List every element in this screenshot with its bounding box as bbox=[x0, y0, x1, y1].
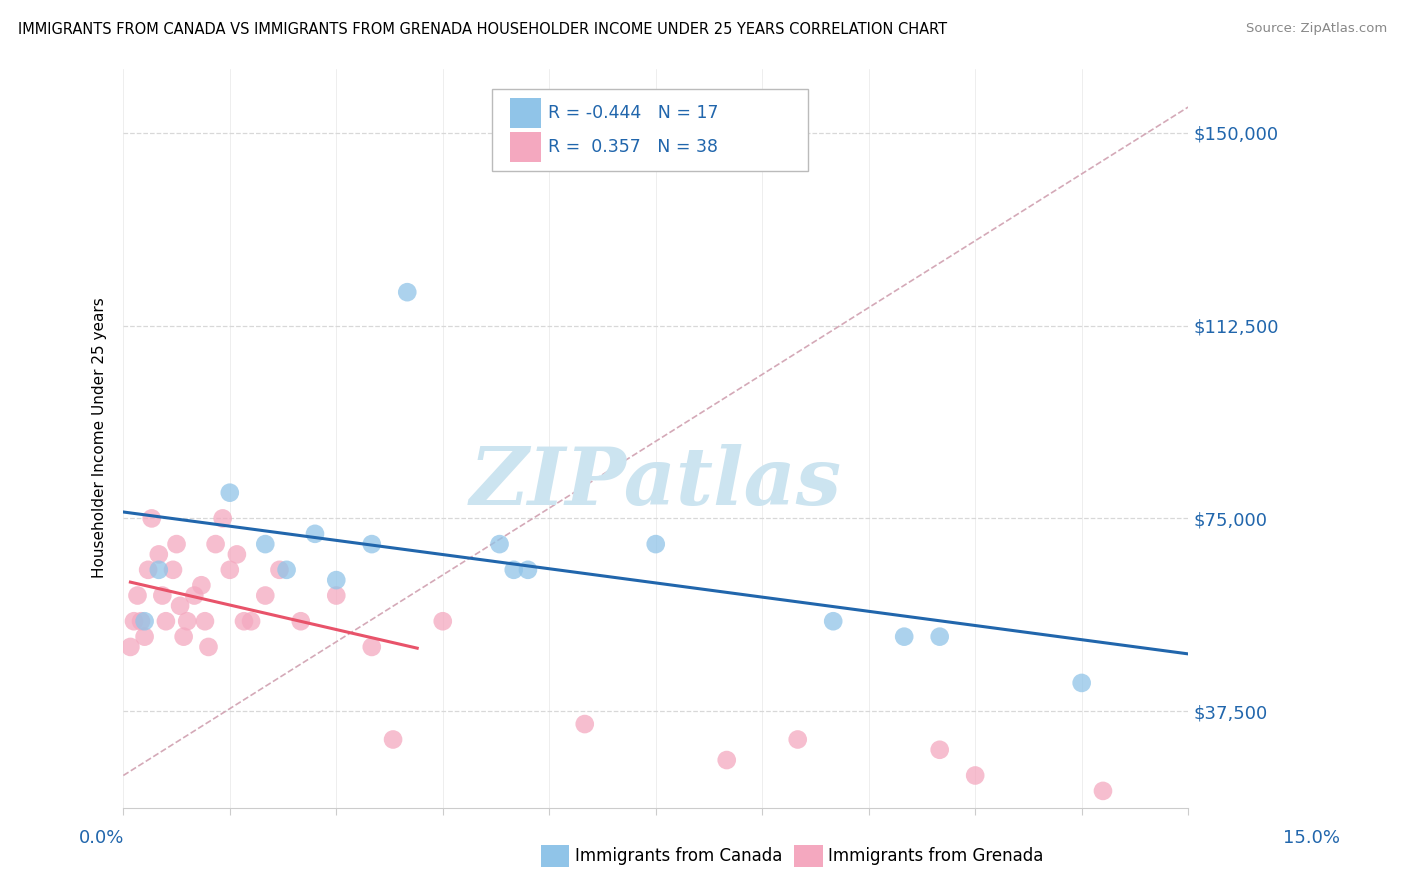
Point bbox=[173, 630, 195, 644]
Point bbox=[574, 717, 596, 731]
Point bbox=[516, 563, 538, 577]
Point bbox=[148, 563, 170, 577]
Point bbox=[716, 753, 738, 767]
Point bbox=[786, 732, 808, 747]
Point bbox=[129, 614, 152, 628]
Point bbox=[197, 640, 219, 654]
Point bbox=[120, 640, 142, 654]
Point bbox=[211, 511, 233, 525]
Point bbox=[290, 614, 312, 628]
Point bbox=[432, 614, 454, 628]
Text: Immigrants from Canada: Immigrants from Canada bbox=[575, 847, 782, 865]
Point bbox=[136, 563, 159, 577]
Point bbox=[325, 573, 347, 587]
Point bbox=[148, 548, 170, 562]
Point bbox=[360, 640, 382, 654]
Point bbox=[122, 614, 145, 628]
Point bbox=[893, 630, 915, 644]
Point bbox=[134, 630, 156, 644]
Point bbox=[644, 537, 666, 551]
Text: R = -0.444   N = 17: R = -0.444 N = 17 bbox=[548, 104, 718, 122]
Point bbox=[928, 630, 950, 644]
Point bbox=[1070, 676, 1092, 690]
Text: R =  0.357   N = 38: R = 0.357 N = 38 bbox=[548, 138, 718, 156]
Text: IMMIGRANTS FROM CANADA VS IMMIGRANTS FROM GRENADA HOUSEHOLDER INCOME UNDER 25 YE: IMMIGRANTS FROM CANADA VS IMMIGRANTS FRO… bbox=[18, 22, 948, 37]
Y-axis label: Householder Income Under 25 years: Householder Income Under 25 years bbox=[93, 298, 107, 578]
Point bbox=[325, 589, 347, 603]
Point bbox=[233, 614, 256, 628]
Point bbox=[360, 537, 382, 551]
Point bbox=[194, 614, 217, 628]
Point bbox=[176, 614, 198, 628]
Point bbox=[218, 563, 240, 577]
Point bbox=[150, 589, 173, 603]
Point bbox=[254, 589, 277, 603]
Point bbox=[225, 548, 247, 562]
Point bbox=[269, 563, 291, 577]
Text: ZIPatlas: ZIPatlas bbox=[470, 443, 842, 521]
Point bbox=[240, 614, 263, 628]
Point bbox=[254, 537, 277, 551]
Point bbox=[1091, 784, 1114, 798]
Point bbox=[183, 589, 205, 603]
Point bbox=[155, 614, 177, 628]
Point bbox=[218, 485, 240, 500]
Point bbox=[488, 537, 510, 551]
Point bbox=[396, 285, 419, 300]
Point bbox=[162, 563, 184, 577]
Text: 0.0%: 0.0% bbox=[79, 829, 124, 847]
Point bbox=[965, 768, 987, 782]
Point bbox=[502, 563, 524, 577]
Point bbox=[823, 614, 845, 628]
Point bbox=[382, 732, 405, 747]
Text: Source: ZipAtlas.com: Source: ZipAtlas.com bbox=[1247, 22, 1388, 36]
Point bbox=[127, 589, 149, 603]
Point bbox=[304, 526, 326, 541]
Point bbox=[190, 578, 212, 592]
Text: Immigrants from Grenada: Immigrants from Grenada bbox=[828, 847, 1043, 865]
Point bbox=[204, 537, 226, 551]
Text: 15.0%: 15.0% bbox=[1284, 829, 1340, 847]
Point bbox=[276, 563, 298, 577]
Point bbox=[169, 599, 191, 613]
Point bbox=[134, 614, 156, 628]
Point bbox=[928, 743, 950, 757]
Point bbox=[141, 511, 163, 525]
Point bbox=[166, 537, 188, 551]
